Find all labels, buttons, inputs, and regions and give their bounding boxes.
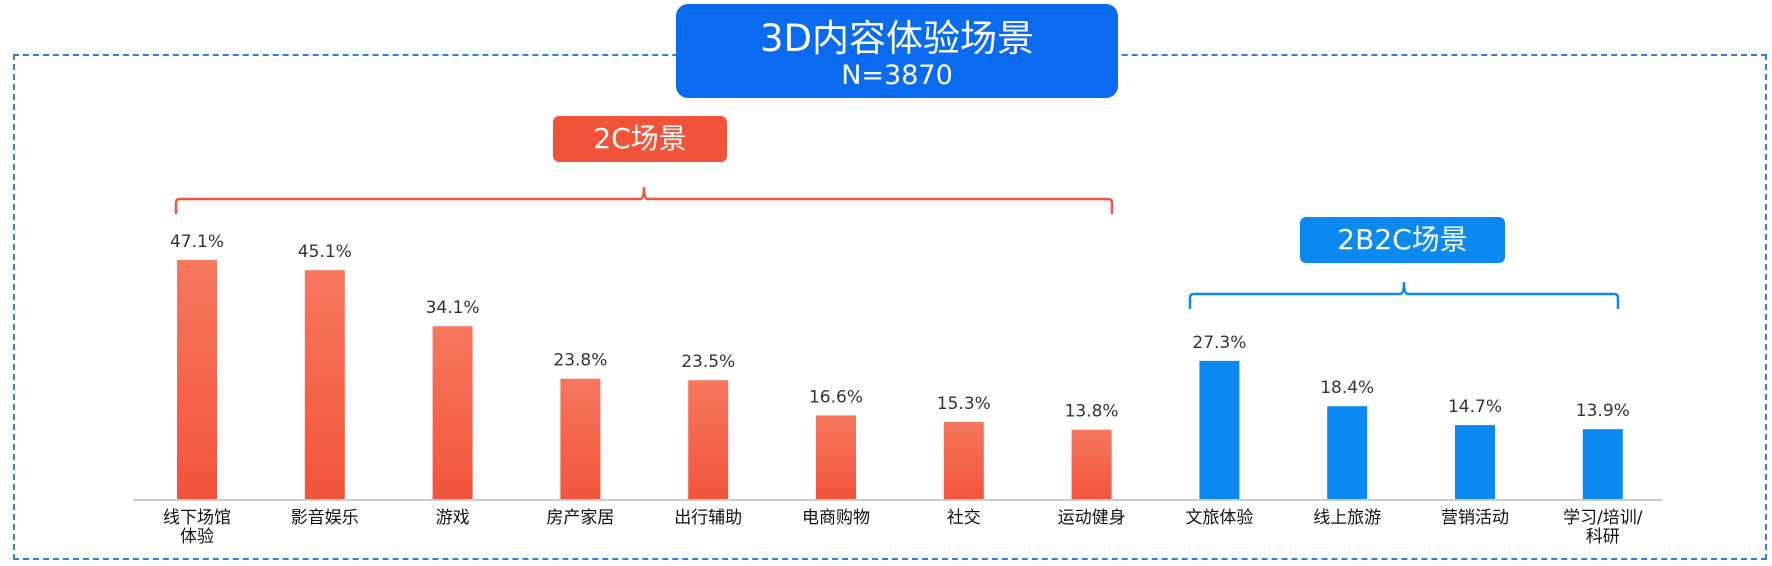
category-label: 影音娱乐 [291, 508, 359, 528]
value-label: 47.1% [170, 232, 224, 252]
category-label: 线下场馆体验 [163, 508, 231, 547]
category-label: 运动健身 [1058, 508, 1126, 528]
value-label: 23.5% [681, 352, 735, 372]
value-label: 14.7% [1448, 397, 1502, 417]
value-label: 23.8% [553, 351, 607, 371]
category-label: 游戏 [436, 508, 470, 528]
value-label: 13.9% [1576, 401, 1630, 421]
category-label: 房产家居 [546, 508, 614, 528]
bar-5 [688, 380, 729, 500]
category-label: 电商购物 [802, 508, 870, 528]
bar-12 [1582, 429, 1623, 500]
category-label: 线上旅游 [1313, 508, 1381, 528]
value-label: 45.1% [298, 242, 352, 262]
title-box: 3D内容体验场景 N=3870 [676, 4, 1118, 98]
bar-10 [1327, 406, 1368, 500]
bar-3 [432, 326, 473, 500]
category-label: 学习/培训/科研 [1563, 508, 1643, 547]
group-bracket-1 [174, 186, 1114, 214]
value-label: 16.6% [809, 387, 863, 407]
bar-7 [943, 422, 984, 500]
chart-subtitle: N=3870 [841, 60, 953, 91]
bar-4 [560, 378, 601, 500]
category-label: 文旅体验 [1185, 508, 1253, 528]
value-label: 27.3% [1192, 333, 1246, 353]
bar-9 [1199, 360, 1240, 500]
bar-11 [1455, 425, 1495, 500]
bar-1 [177, 259, 217, 500]
value-label: 13.8% [1065, 402, 1119, 422]
value-label: 34.1% [426, 298, 480, 318]
value-label: 18.4% [1320, 378, 1374, 398]
bar-2 [304, 270, 345, 500]
value-label: 15.3% [937, 394, 991, 414]
group-tag-2b2c: 2B2C场景 [1300, 217, 1505, 263]
category-label: 出行辅助 [674, 508, 742, 528]
bar-8 [1071, 429, 1112, 500]
group-bracket-2 [1188, 281, 1620, 309]
bar-6 [816, 415, 856, 500]
chart-title: 3D内容体验场景 [759, 17, 1035, 60]
category-label: 社交 [947, 508, 981, 528]
group-tag-2c: 2C场景 [553, 116, 727, 162]
category-label: 营销活动 [1441, 508, 1509, 528]
